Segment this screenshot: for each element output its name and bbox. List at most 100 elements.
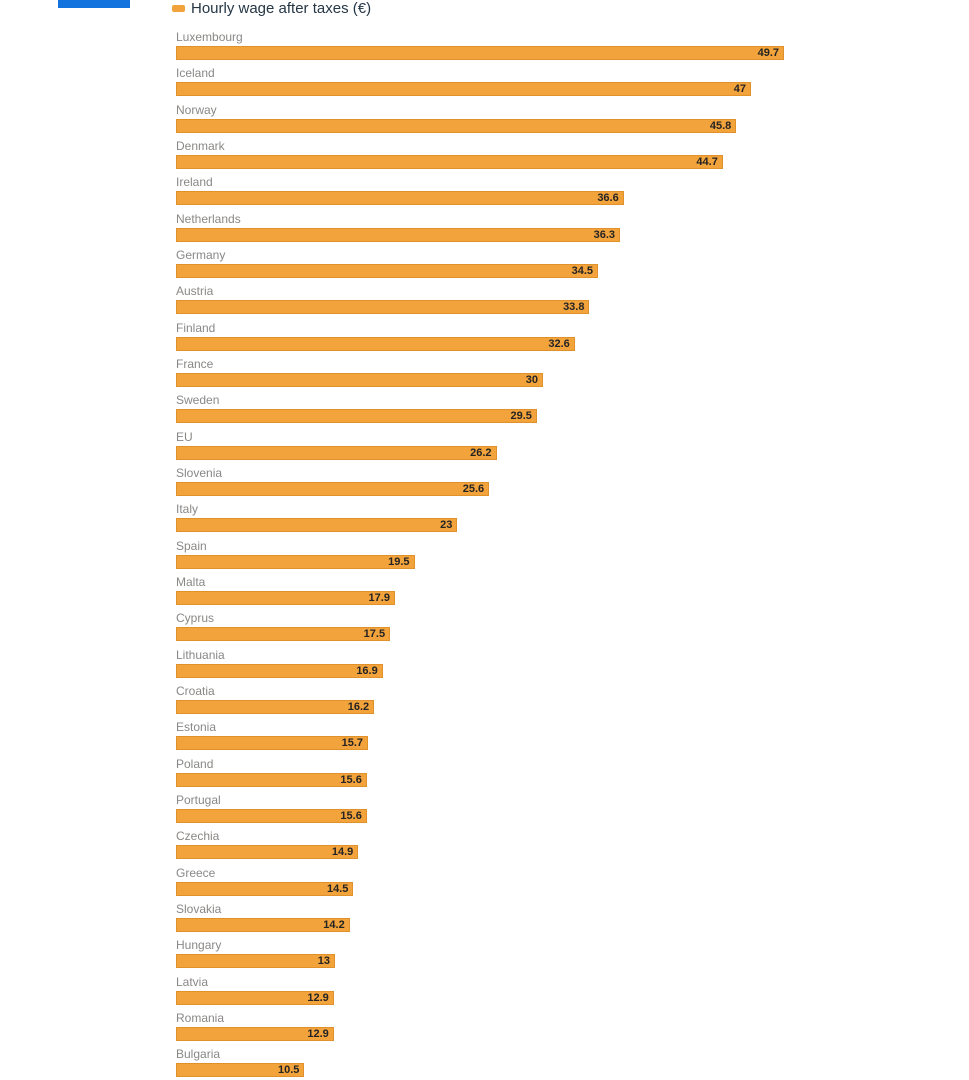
- bar[interactable]: 25.6: [176, 481, 490, 496]
- bar-row: Norway 45.8: [176, 103, 956, 139]
- category-label: Iceland: [176, 66, 215, 81]
- bar-row: Slovenia 25.6: [176, 466, 956, 502]
- bar-chart: Luxembourg 49.7 Iceland 47 Norway 45.8 Denmark…: [176, 30, 956, 1080]
- value-label: 45.8: [709, 119, 732, 132]
- value-label: 44.7: [696, 155, 718, 168]
- bar-row: Iceland 47: [176, 66, 956, 102]
- bar-row: Lithuania 16.9: [176, 648, 956, 684]
- category-label: Denmark: [176, 138, 225, 153]
- value-label: 25.6: [462, 482, 485, 495]
- bar[interactable]: 16.2: [176, 699, 375, 714]
- legend-label: Hourly wage after taxes (€): [191, 0, 372, 17]
- bar[interactable]: 34.5: [176, 263, 599, 278]
- value-label: 16.9: [356, 664, 378, 677]
- value-label: 16.2: [347, 700, 370, 713]
- bar-row: Finland 32.6: [176, 321, 956, 357]
- bar[interactable]: 17.5: [176, 627, 391, 642]
- bar[interactable]: 49.7: [176, 46, 784, 60]
- bar[interactable]: 14.9: [176, 845, 359, 860]
- bar-row: EU 26.2: [176, 430, 956, 466]
- bar[interactable]: 14.2: [176, 917, 350, 932]
- bar[interactable]: 15.6: [176, 772, 367, 787]
- bar[interactable]: 36.3: [176, 227, 621, 242]
- category-label: Czechia: [176, 829, 220, 844]
- category-label: Lithuania: [176, 647, 225, 662]
- bar-row: Luxembourg 49.7: [176, 30, 956, 66]
- bar[interactable]: 45.8: [176, 118, 737, 133]
- value-label: 30: [525, 373, 538, 386]
- bar-row: Czechia 14.9: [176, 829, 956, 865]
- value-label: 12.9: [307, 991, 329, 1004]
- chart-legend[interactable]: Hourly wage after taxes (€): [172, 0, 371, 17]
- bar-row: Austria 33.8: [176, 284, 956, 320]
- category-label: Italy: [176, 502, 199, 517]
- bar[interactable]: 16.9: [176, 663, 383, 678]
- value-label: 10.5: [278, 1064, 300, 1077]
- bar-row: Greece 14.5: [176, 866, 956, 902]
- value-label: 14.2: [323, 918, 345, 931]
- bar[interactable]: 32.6: [176, 336, 575, 351]
- bar[interactable]: 13: [176, 954, 336, 969]
- legend-marker-icon: [172, 5, 185, 12]
- bar-row: Romania 12.9: [176, 1011, 956, 1047]
- category-label: Poland: [176, 756, 214, 771]
- bar-row: Spain 19.5: [176, 539, 956, 575]
- value-label: 19.5: [388, 555, 410, 568]
- bar-row: Ireland 36.6: [176, 175, 956, 211]
- category-label: Luxembourg: [176, 30, 243, 44]
- bar[interactable]: 44.7: [176, 154, 723, 169]
- category-label: Bulgaria: [176, 1047, 221, 1062]
- bar[interactable]: 12.9: [176, 990, 334, 1005]
- value-label: 14.5: [326, 882, 349, 895]
- category-label: Austria: [176, 284, 214, 299]
- category-label: Slovakia: [176, 901, 222, 916]
- bar[interactable]: 12.9: [176, 1026, 334, 1041]
- bar-row: Sweden 29.5: [176, 393, 956, 429]
- bar[interactable]: 29.5: [176, 409, 537, 424]
- category-label: Croatia: [176, 683, 215, 698]
- category-label: Estonia: [176, 720, 217, 735]
- category-label: Malta: [176, 574, 206, 589]
- bar[interactable]: 10.5: [176, 1063, 305, 1078]
- bar-row: Estonia 15.7: [176, 720, 956, 756]
- bar-row: France 30: [176, 357, 956, 393]
- bar[interactable]: 36.6: [176, 191, 624, 206]
- bar[interactable]: 47: [176, 82, 751, 97]
- bar-row: Germany 34.5: [176, 248, 956, 284]
- value-label: 33.8: [563, 301, 585, 314]
- category-label: Greece: [176, 865, 216, 880]
- bar[interactable]: 30: [176, 372, 543, 387]
- bar-row: Latvia 12.9: [176, 975, 956, 1011]
- value-label: 15.7: [341, 737, 364, 750]
- value-label: 29.5: [510, 410, 532, 423]
- bar[interactable]: 15.6: [176, 808, 367, 823]
- bar-row: Croatia 16.2: [176, 684, 956, 720]
- value-label: 36.3: [593, 228, 616, 241]
- bar[interactable]: 19.5: [176, 554, 415, 569]
- bar[interactable]: 14.5: [176, 881, 354, 896]
- category-label: Cyprus: [176, 611, 215, 626]
- category-label: Spain: [176, 538, 207, 553]
- category-label: Sweden: [176, 393, 220, 408]
- value-label: 12.9: [307, 1027, 329, 1040]
- value-label: 23: [440, 519, 453, 532]
- value-label: 13: [317, 955, 331, 968]
- bar[interactable]: 33.8: [176, 300, 590, 315]
- bar-row: Netherlands 36.3: [176, 212, 956, 248]
- value-label: 32.6: [548, 337, 570, 350]
- value-label: 36.6: [597, 192, 619, 205]
- value-label: 47: [733, 83, 746, 96]
- category-label: France: [176, 356, 214, 371]
- bar[interactable]: 26.2: [176, 445, 497, 460]
- value-label: 26.2: [470, 446, 492, 459]
- bar-row: Cyprus 17.5: [176, 611, 956, 647]
- bar[interactable]: 15.7: [176, 736, 369, 751]
- value-label: 17.5: [363, 628, 386, 641]
- bar[interactable]: 23: [176, 518, 458, 533]
- bar-row: Poland 15.6: [176, 757, 956, 793]
- bar[interactable]: 17.9: [176, 590, 395, 605]
- category-label: EU: [176, 429, 193, 444]
- value-label: 14.9: [331, 846, 354, 859]
- category-label: Slovenia: [176, 465, 223, 480]
